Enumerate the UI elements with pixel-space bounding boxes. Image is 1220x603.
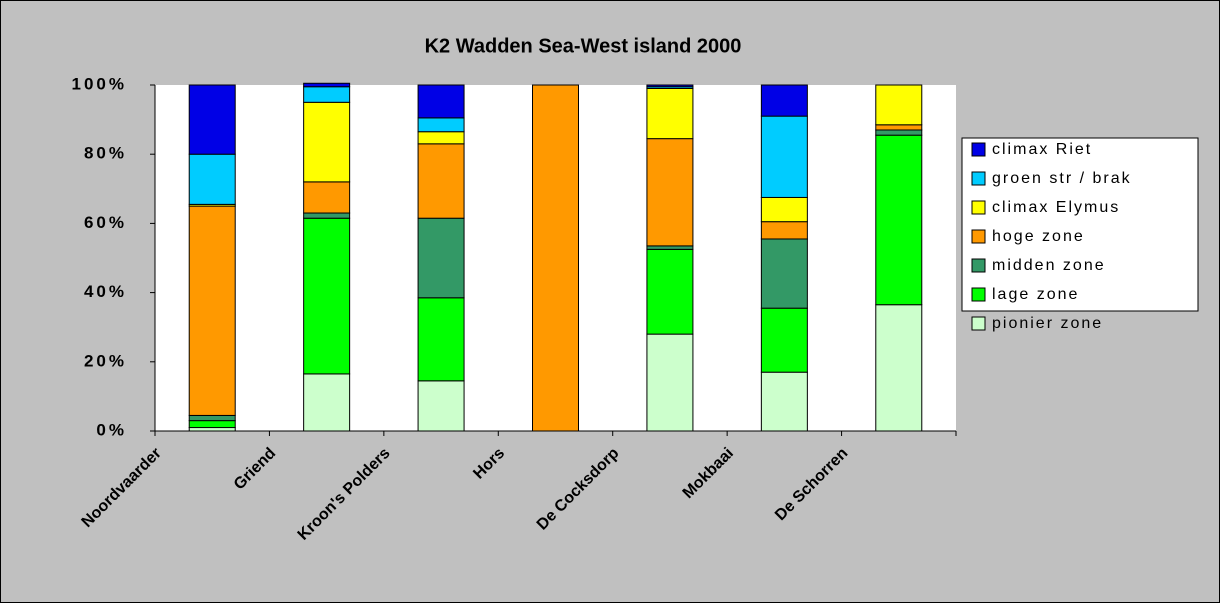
bar-segment bbox=[760, 196, 808, 223]
bar-segment bbox=[760, 307, 808, 373]
bar-segment bbox=[875, 304, 923, 432]
legend-label: climax Elymus bbox=[992, 199, 1120, 216]
bar-segment bbox=[417, 84, 465, 119]
bar-segment bbox=[188, 414, 236, 422]
bar-segment bbox=[303, 82, 351, 88]
bar-segment bbox=[303, 86, 351, 103]
y-tick-label: 0% bbox=[96, 420, 127, 439]
chart-title: K2 Wadden Sea-West island 2000 bbox=[425, 35, 742, 57]
legend-swatch bbox=[971, 142, 986, 157]
bar-segment bbox=[532, 84, 579, 432]
bar-segment bbox=[417, 131, 465, 145]
legend-swatch bbox=[971, 229, 986, 244]
legend-swatch bbox=[971, 200, 986, 215]
bar-segment bbox=[646, 248, 694, 335]
bar-segment bbox=[875, 84, 923, 126]
legend-swatch bbox=[971, 287, 986, 302]
legend-label: midden zone bbox=[992, 257, 1106, 274]
bar-segment bbox=[760, 371, 808, 432]
bar-segment bbox=[417, 297, 465, 382]
legend bbox=[961, 137, 1199, 312]
y-tick-label: 100% bbox=[72, 74, 127, 93]
bar-segment bbox=[760, 84, 808, 117]
bar-segment bbox=[417, 380, 465, 432]
bar-segment bbox=[760, 221, 808, 240]
bar-segment bbox=[188, 153, 236, 205]
bar-segment bbox=[760, 238, 808, 309]
bar-segment bbox=[188, 205, 236, 416]
bar-segment bbox=[646, 87, 694, 140]
bar-segment bbox=[303, 181, 351, 214]
bar-segment bbox=[875, 134, 923, 306]
bar-segment bbox=[417, 117, 465, 133]
y-tick-label: 20% bbox=[84, 351, 127, 370]
bar-segment bbox=[303, 101, 351, 183]
legend-swatch bbox=[971, 316, 986, 331]
bar-segment bbox=[303, 212, 351, 219]
bar-segment bbox=[188, 427, 236, 432]
legend-label: pionier zone bbox=[992, 315, 1103, 332]
bar-segment bbox=[875, 124, 923, 131]
bar-segment bbox=[303, 217, 351, 375]
legend-label: lage zone bbox=[992, 286, 1079, 303]
legend-label: hoge zone bbox=[992, 228, 1085, 245]
bar-segment bbox=[646, 333, 694, 432]
bar-segment bbox=[417, 217, 465, 299]
legend-swatch bbox=[971, 258, 986, 273]
bar-segment bbox=[646, 84, 694, 88]
bar-segment bbox=[646, 138, 694, 247]
y-tick-label: 40% bbox=[84, 282, 127, 301]
bar-segment bbox=[646, 245, 694, 250]
bar-segment bbox=[760, 115, 808, 198]
bar-segment bbox=[303, 373, 351, 432]
legend-label: climax Riet bbox=[992, 141, 1092, 158]
bar-segment bbox=[875, 129, 923, 136]
bar-segment bbox=[417, 143, 465, 219]
legend-label: groen str / brak bbox=[992, 170, 1132, 187]
y-tick-label: 80% bbox=[84, 144, 127, 163]
y-tick-label: 60% bbox=[84, 213, 127, 232]
bar-segment bbox=[188, 420, 236, 429]
legend-swatch bbox=[971, 171, 986, 186]
bar-segment bbox=[188, 84, 236, 155]
